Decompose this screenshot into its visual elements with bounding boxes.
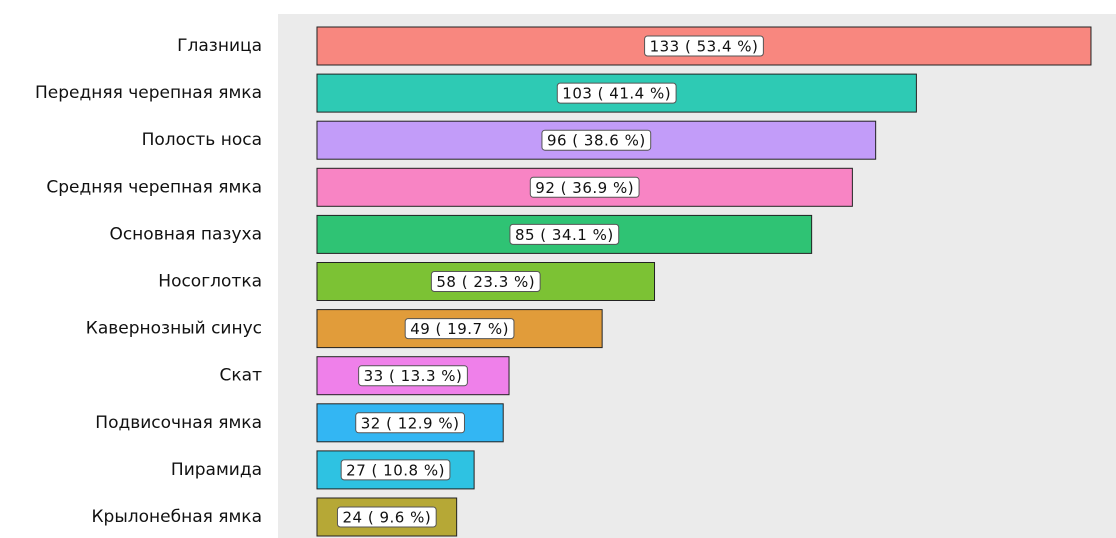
y-tick-label: Глазница	[177, 36, 262, 56]
value-label: 133 ( 53.4 %)	[650, 38, 759, 56]
value-label-box	[355, 412, 465, 434]
value-label-box	[541, 129, 652, 151]
value-label-box	[340, 459, 451, 481]
y-tick-label: Крылонебная ямка	[91, 507, 262, 527]
value-label: 24 ( 9.6 %)	[342, 509, 431, 527]
value-label: 58 ( 23.3 %)	[436, 273, 535, 291]
value-label-box	[529, 176, 640, 198]
y-tick-label: Средняя черепная ямка	[46, 177, 262, 197]
value-label-box	[404, 318, 515, 340]
y-tick-label: Пирамида	[171, 460, 262, 480]
value-label-box	[430, 271, 541, 292]
value-label: 32 ( 12.9 %)	[361, 414, 460, 432]
value-label-box	[509, 223, 620, 245]
value-label: 85 ( 34.1 %)	[515, 226, 614, 244]
value-label-box	[644, 35, 764, 57]
y-tick-label: Основная пазуха	[109, 224, 262, 244]
value-label-box	[336, 506, 437, 528]
value-label-box	[358, 365, 468, 387]
value-label: 49 ( 19.7 %)	[410, 320, 509, 338]
y-tick-label: Скат	[220, 366, 263, 386]
y-tick-label: Передняя черепная ямка	[35, 83, 262, 103]
y-tick-label: Кавернозный синус	[86, 319, 262, 339]
value-label: 27 ( 10.8 %)	[346, 461, 445, 479]
y-tick-label: Полость носа	[142, 130, 262, 150]
y-tick-label: Подвисочная ямка	[95, 413, 262, 433]
value-label: 103 ( 41.4 %)	[562, 85, 671, 103]
y-tick-label: Носоглотка	[158, 272, 262, 292]
value-label: 96 ( 38.6 %)	[547, 132, 646, 150]
value-label: 92 ( 36.9 %)	[535, 179, 634, 197]
value-label: 33 ( 13.3 %)	[364, 367, 463, 385]
value-label-box	[556, 82, 677, 104]
